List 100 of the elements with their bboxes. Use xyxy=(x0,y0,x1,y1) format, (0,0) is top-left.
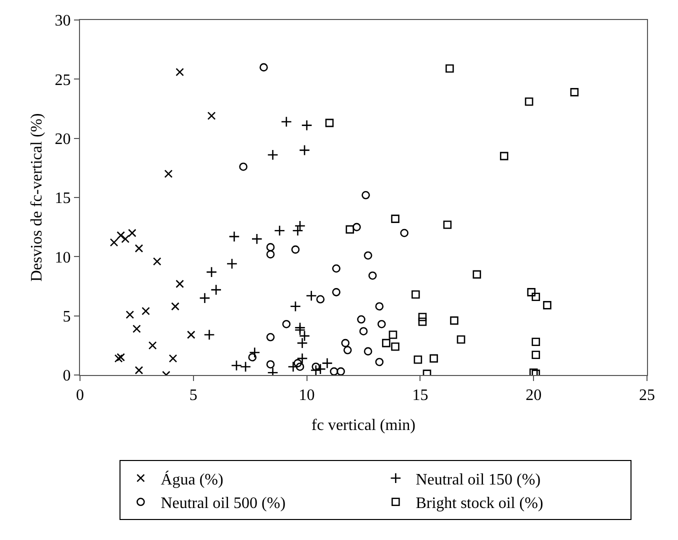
y-tick-label: 5 xyxy=(62,308,71,326)
point xyxy=(296,362,304,371)
point xyxy=(306,290,317,302)
y-tick-label: 10 xyxy=(54,249,71,266)
point xyxy=(148,341,157,350)
x-tick-label: 5 xyxy=(189,387,198,404)
y-tick-label: 0 xyxy=(62,368,71,385)
legend-label: Água (%) xyxy=(160,470,224,488)
point xyxy=(446,64,454,73)
point xyxy=(176,68,184,76)
legend-label: Bright stock oil (%) xyxy=(416,495,544,512)
point xyxy=(418,318,427,326)
point xyxy=(291,245,300,254)
point xyxy=(116,231,125,240)
point xyxy=(171,302,180,311)
point xyxy=(296,338,308,349)
point xyxy=(240,361,252,372)
y-tick-label: 15 xyxy=(54,190,71,208)
point xyxy=(226,258,238,270)
point xyxy=(368,271,377,280)
point xyxy=(248,353,257,362)
point xyxy=(359,327,368,336)
point xyxy=(330,367,338,375)
point xyxy=(176,280,184,288)
point xyxy=(280,116,292,128)
point xyxy=(364,347,372,356)
point xyxy=(570,88,579,96)
point xyxy=(267,149,278,160)
point xyxy=(336,367,345,375)
point xyxy=(500,152,508,160)
y-axis-title: Desvios de fc-vertical (%) xyxy=(28,113,46,282)
point xyxy=(230,360,242,372)
point xyxy=(543,301,552,310)
point xyxy=(266,360,275,368)
point xyxy=(343,346,352,354)
point xyxy=(414,355,422,364)
point xyxy=(266,332,275,342)
x-tick-label: 15 xyxy=(412,387,428,404)
point xyxy=(332,264,340,273)
point xyxy=(524,98,534,106)
point xyxy=(341,338,350,348)
point xyxy=(134,366,144,374)
point xyxy=(532,292,540,302)
x-tick-label: 0 xyxy=(76,387,84,404)
point xyxy=(274,225,286,236)
point xyxy=(375,358,384,366)
point xyxy=(207,112,216,120)
point xyxy=(199,292,210,304)
point xyxy=(294,359,302,368)
point xyxy=(443,220,452,229)
point xyxy=(388,330,398,339)
point xyxy=(375,302,384,311)
point xyxy=(126,310,134,319)
point xyxy=(352,222,361,232)
point xyxy=(134,244,144,253)
point xyxy=(290,300,302,312)
point xyxy=(204,329,215,340)
point xyxy=(282,320,291,328)
y-tick-label: 25 xyxy=(54,72,71,89)
point xyxy=(301,120,312,131)
point xyxy=(430,354,438,363)
point xyxy=(251,233,262,244)
point xyxy=(310,364,322,375)
point xyxy=(292,225,304,236)
point xyxy=(332,288,340,296)
point xyxy=(325,118,334,128)
point xyxy=(529,368,538,375)
point xyxy=(377,320,386,328)
point xyxy=(391,214,400,223)
point xyxy=(132,324,141,333)
point xyxy=(412,290,420,299)
point xyxy=(382,338,390,348)
point xyxy=(450,316,458,325)
point xyxy=(316,295,325,304)
point xyxy=(152,257,162,266)
point xyxy=(400,228,408,238)
point xyxy=(210,284,222,296)
point xyxy=(128,228,136,238)
point xyxy=(312,362,320,371)
point xyxy=(249,346,260,358)
x-tick-label: 10 xyxy=(298,387,315,404)
point xyxy=(527,288,536,296)
point xyxy=(391,342,400,351)
point xyxy=(294,220,306,232)
point xyxy=(110,238,118,247)
point xyxy=(266,243,275,252)
y-tick-label: 20 xyxy=(54,130,71,148)
point xyxy=(362,190,370,200)
x-tick-label: 25 xyxy=(639,387,655,404)
point xyxy=(296,352,308,364)
point xyxy=(266,250,275,258)
point xyxy=(239,162,248,171)
point xyxy=(186,330,196,339)
point xyxy=(142,306,150,316)
point xyxy=(456,335,466,344)
point xyxy=(357,315,366,324)
point xyxy=(164,170,173,178)
point xyxy=(364,251,372,260)
y-tick-label: 30 xyxy=(54,12,71,30)
point xyxy=(532,338,540,346)
